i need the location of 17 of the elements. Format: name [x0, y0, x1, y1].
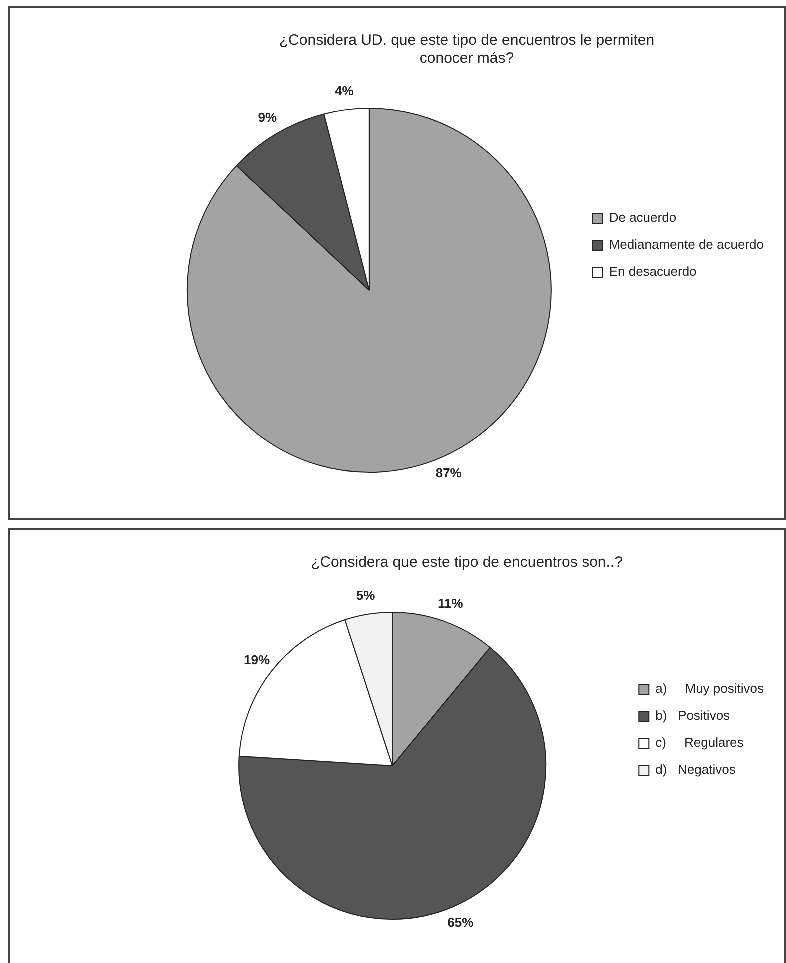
legend-label: a) Muy positivos: [656, 681, 764, 696]
data-label: 4%: [334, 84, 354, 99]
text: ¿Considera UD. que este tipo de encuentros le permiten: [279, 32, 655, 50]
text: conocer más?: [420, 50, 514, 68]
legend-label: Medianamente de acuerdo: [609, 237, 764, 252]
legend-label: b) Positivos: [656, 708, 731, 724]
data-label: 87%: [436, 466, 462, 481]
chart-title: ¿Considera que este tipo de encuentros son..?: [311, 554, 623, 572]
legend-label: En desacuerdo: [609, 264, 697, 280]
data-label: 65%: [448, 914, 474, 930]
data-label: 5%: [356, 588, 376, 604]
legend-label: d) Negativos: [656, 762, 736, 778]
data-label: 9%: [258, 110, 278, 125]
data-label: 11%: [438, 596, 464, 612]
data-label: 19%: [244, 652, 270, 668]
legend-label: c) Regulares: [656, 735, 744, 750]
legend-label: De acuerdo: [609, 210, 677, 226]
